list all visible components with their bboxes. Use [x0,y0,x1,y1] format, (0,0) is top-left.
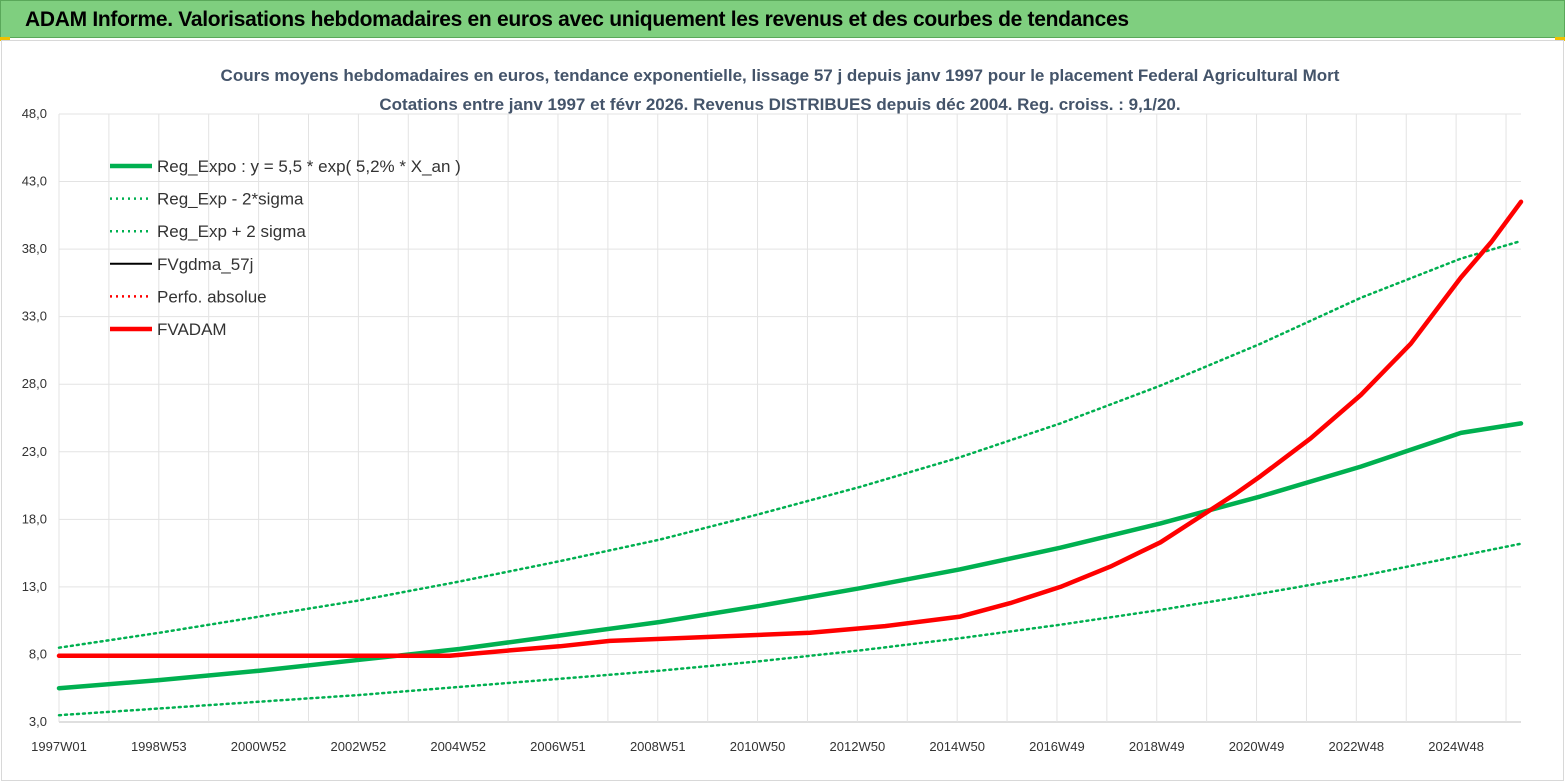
x-tick-label: 2002W52 [331,739,387,754]
x-tick-label: 2014W50 [929,739,985,754]
legend-label: FVADAM [157,320,227,339]
x-tick-label: 2000W52 [231,739,287,754]
report-title: ADAM Informe. Valorisations hebdomadaire… [25,8,1129,31]
x-tick-label: 1997W01 [31,739,87,754]
x-tick-label: 2008W51 [630,739,686,754]
y-tick-label: 3,0 [29,714,47,729]
legend-label: Reg_Expo : y = 5,5 * exp( 5,2% * X_an ) [157,157,461,176]
chart-title-line1: Cours moyens hebdomadaires en euros, ten… [221,66,1340,85]
y-tick-label: 23,0 [22,444,47,459]
series-line-3 [58,200,1522,657]
corner-marker-right [1555,37,1565,41]
y-tick-label: 43,0 [22,174,47,189]
x-tick-label: 2004W52 [430,739,486,754]
legend: Reg_Expo : y = 5,5 * exp( 5,2% * X_an ) R… [110,157,461,339]
legend-label: Reg_Exp - 2*sigma [157,190,304,209]
x-tick-label: 2016W49 [1029,739,1085,754]
legend-label: Perfo. absolue [157,287,267,306]
x-tick-label: 2012W50 [830,739,886,754]
series-line-1 [57,542,1523,717]
grid [58,113,1521,723]
y-tick-label: 38,0 [22,241,47,256]
legend-label: Reg_Exp + 2 sigma [157,222,306,241]
x-tick-label: 2024W48 [1428,739,1484,754]
y-tick-label: 18,0 [22,511,47,526]
series-group [56,199,1524,717]
y-tick-label: 33,0 [22,309,47,324]
report-banner: ADAM Informe. Valorisations hebdomadaire… [0,0,1565,38]
series-line-0 [56,421,1524,691]
series-line-5 [56,199,1524,659]
x-tick-label: 2018W49 [1129,739,1185,754]
y-tick-label: 28,0 [22,376,47,391]
series-line-2 [57,239,1523,649]
y-tick-label: 48,0 [22,106,47,121]
axis-ticks: 3,0 8,0 13,0 18,0 23,0 28,0 33,0 38,0 43,0 48,0 19… [22,106,1484,754]
x-tick-label: 1998W53 [131,739,187,754]
x-tick-label: 2020W49 [1229,739,1285,754]
corner-marker-left [0,37,10,41]
x-tick-label: 2022W48 [1329,739,1385,754]
y-tick-label: 13,0 [22,579,47,594]
chart-frame [1,40,1564,781]
x-tick-label: 2010W50 [730,739,786,754]
y-tick-label: 8,0 [29,646,47,661]
chart-title-line2: Cotations entre janv 1997 et févr 2026. … [379,95,1180,114]
x-tick-label: 2006W51 [530,739,586,754]
legend-label: FVgdma_57j [157,255,253,274]
